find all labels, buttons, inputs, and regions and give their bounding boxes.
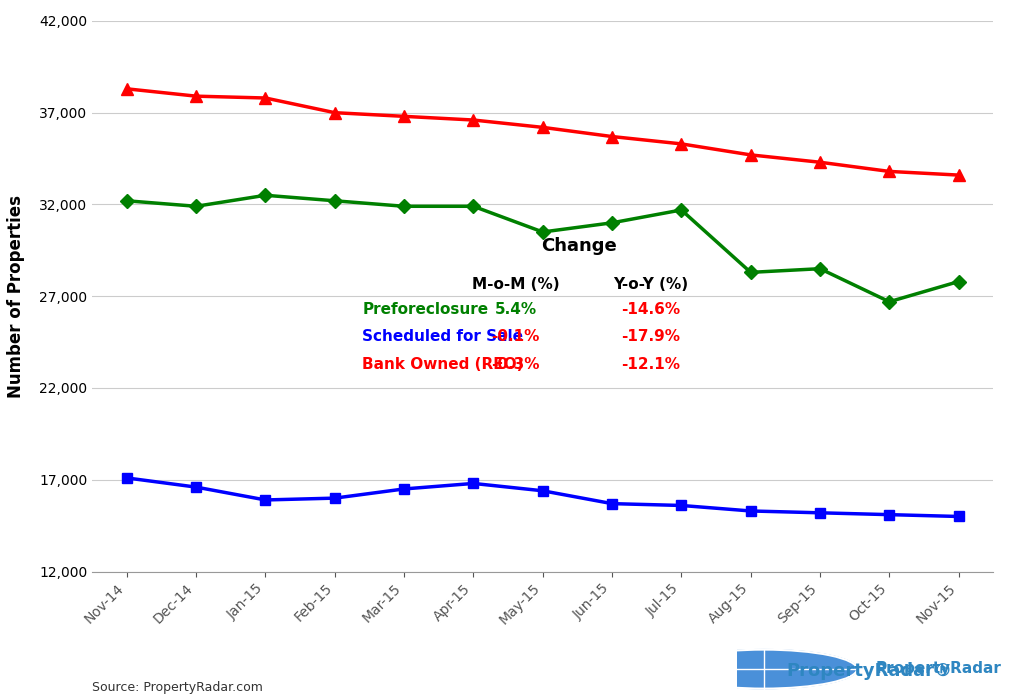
Text: -14.6%: -14.6% bbox=[622, 302, 680, 316]
Text: Y-o-Y (%): Y-o-Y (%) bbox=[613, 277, 688, 292]
Circle shape bbox=[671, 650, 857, 689]
Text: PropertyRadar: PropertyRadar bbox=[876, 661, 1001, 675]
Text: 5.4%: 5.4% bbox=[495, 302, 537, 316]
Text: PropertyRadar®: PropertyRadar® bbox=[786, 661, 952, 680]
Text: Source: PropertyRadar.com: Source: PropertyRadar.com bbox=[92, 680, 263, 694]
Text: Change: Change bbox=[541, 237, 616, 255]
Text: -0.3%: -0.3% bbox=[492, 357, 540, 372]
Y-axis label: Number of Properties: Number of Properties bbox=[7, 194, 26, 398]
Text: Scheduled for Sale: Scheduled for Sale bbox=[362, 329, 523, 344]
Text: -0.1%: -0.1% bbox=[492, 329, 540, 344]
Text: M-o-M (%): M-o-M (%) bbox=[472, 277, 559, 292]
Text: -17.9%: -17.9% bbox=[622, 329, 680, 344]
Text: Preforeclosure: Preforeclosure bbox=[362, 302, 488, 316]
Text: -12.1%: -12.1% bbox=[622, 357, 680, 372]
Text: Bank Owned (REO): Bank Owned (REO) bbox=[362, 357, 524, 372]
